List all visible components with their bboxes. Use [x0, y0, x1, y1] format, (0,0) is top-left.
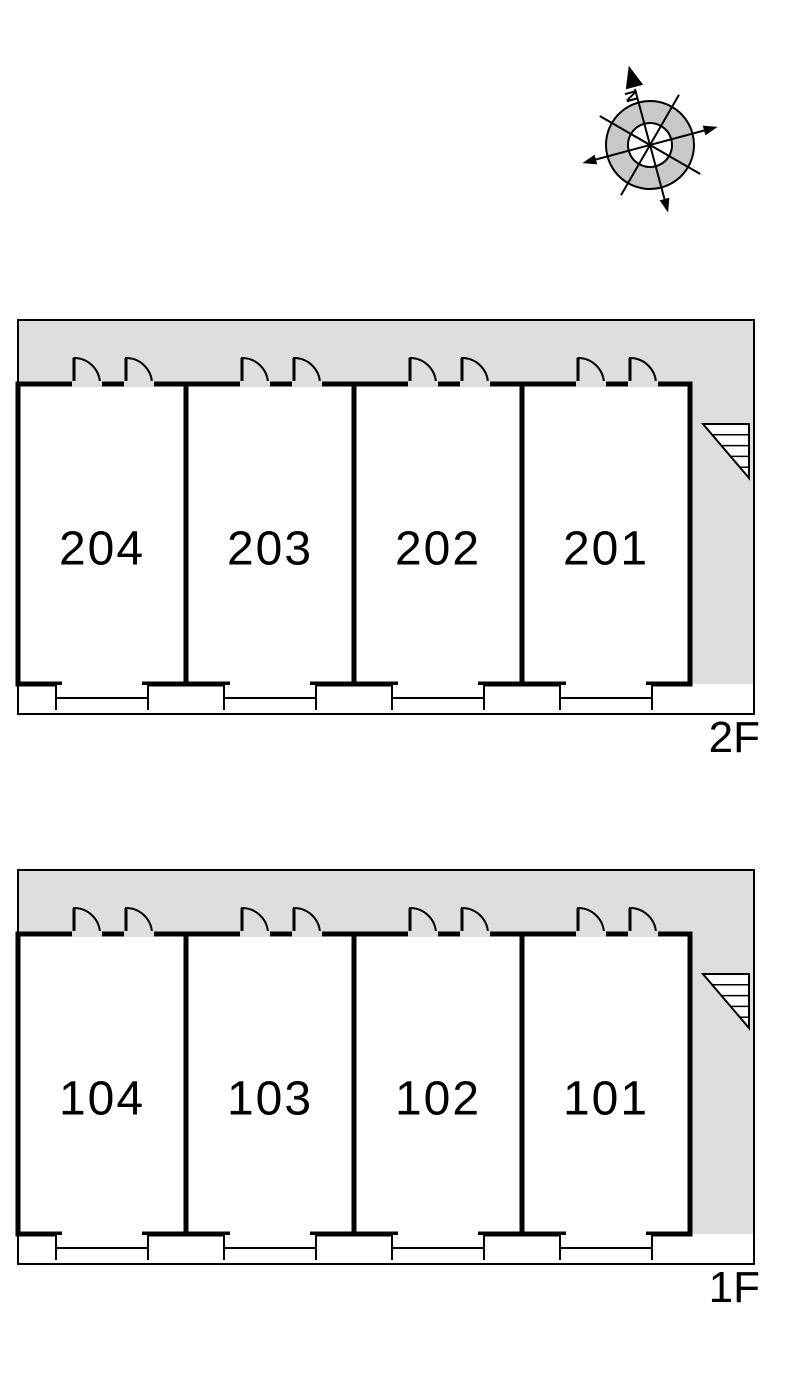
room-label-202: 202	[395, 523, 481, 576]
floor-2F: 204 203 202 201 2F	[18, 320, 760, 762]
floor-1F: 104 103 102 101 1F	[18, 870, 760, 1312]
floor-label-1F: 1F	[709, 1263, 760, 1312]
room-label-103: 103	[227, 1073, 313, 1126]
floor-label-2F: 2F	[709, 713, 760, 762]
room-label-101: 101	[563, 1073, 649, 1126]
room-label-102: 102	[395, 1073, 481, 1126]
floorplan-diagram: N2042032022012F1041031021011F	[0, 0, 800, 1381]
room-label-201: 201	[563, 523, 649, 576]
room-label-203: 203	[227, 523, 313, 576]
room-label-204: 204	[59, 523, 145, 576]
room-label-104: 104	[59, 1073, 145, 1126]
